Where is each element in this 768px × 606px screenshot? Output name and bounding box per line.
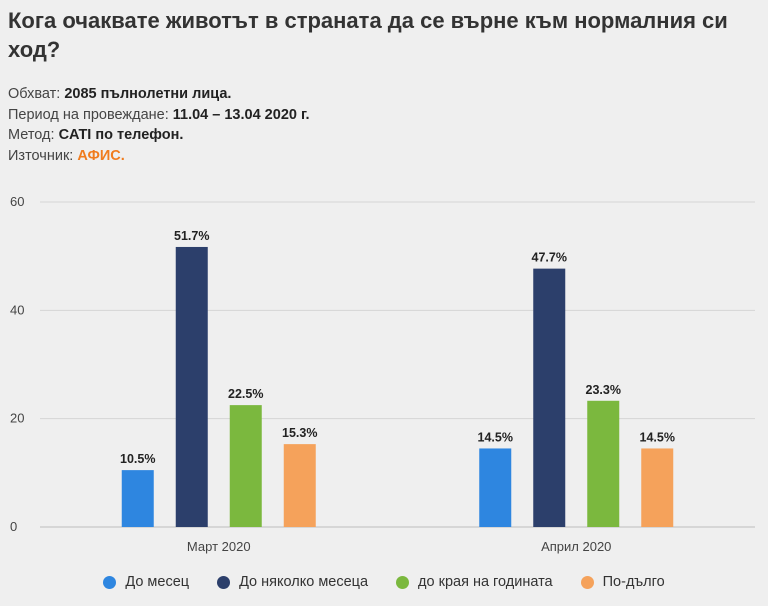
data-label: 14.5% <box>478 430 513 444</box>
meta-value: CATI по телефон. <box>58 127 184 143</box>
legend-item: До няколко месеца <box>217 574 368 590</box>
legend-label: По-дълго <box>602 574 665 590</box>
bar <box>641 448 674 527</box>
legend-swatch <box>103 575 117 589</box>
x-tick-label: Април 2020 <box>541 539 611 554</box>
data-label: 23.3% <box>586 383 621 397</box>
legend-swatch <box>396 575 410 589</box>
meta-label: Източник: <box>8 147 74 164</box>
bar <box>229 405 262 527</box>
bar-chart: 0 20 40 60 10.5% 51.7% 22.5% 15.3% Март 2020 14.5… <box>10 194 755 554</box>
legend-swatch <box>580 575 594 589</box>
meta-label: Метод: <box>8 127 55 143</box>
chart-title: Кога очаквате животът в страната да се в… <box>8 8 728 62</box>
data-label: 15.3% <box>282 426 317 440</box>
data-label: 22.5% <box>228 387 263 401</box>
y-tick-label: 0 <box>10 519 17 534</box>
meta-row-method: Метод: CATI по телефон. <box>8 125 310 146</box>
meta-label: Период на провеждане: <box>8 106 169 123</box>
data-label: 51.7% <box>174 229 209 243</box>
bar <box>121 470 154 527</box>
bar <box>479 448 512 527</box>
legend-item: до края на годината <box>396 574 553 590</box>
legend-label: До месец <box>125 574 190 590</box>
meta-row-coverage: Обхват: 2085 пълнолетни лица. <box>8 84 310 105</box>
y-tick-label: 40 <box>10 302 24 317</box>
bar <box>587 400 620 527</box>
legend-item: По-дълго <box>580 574 665 590</box>
meta-label: Обхват: <box>8 86 61 102</box>
survey-meta: Обхват: 2085 пълнолетни лица. Период на … <box>8 84 310 166</box>
data-label: 10.5% <box>120 452 155 466</box>
x-tick-label: Март 2020 <box>187 539 251 554</box>
meta-row-source: Източник: АФИС. <box>8 146 310 167</box>
meta-value-source: АФИС. <box>77 147 125 164</box>
meta-row-period: Период на провеждане: 11.04 – 13.04 2020… <box>8 105 310 126</box>
meta-value: 2085 пълнолетни лица. <box>64 86 232 102</box>
data-label: 47.7% <box>532 251 567 265</box>
bar <box>533 268 566 527</box>
bar <box>283 444 316 527</box>
chart-legend: До месец До няколко месеца до края на годи… <box>0 574 768 590</box>
legend-item: До месец <box>103 574 189 590</box>
legend-label: до края на годината <box>418 574 553 590</box>
y-tick-label: 20 <box>10 411 24 426</box>
meta-value: 11.04 – 13.04 2020 г. <box>172 106 310 123</box>
bar <box>175 246 208 528</box>
y-tick-label: 60 <box>10 194 24 209</box>
legend-swatch <box>217 575 231 589</box>
data-label: 14.5% <box>640 430 675 444</box>
legend-label: До няколко месеца <box>239 574 369 590</box>
